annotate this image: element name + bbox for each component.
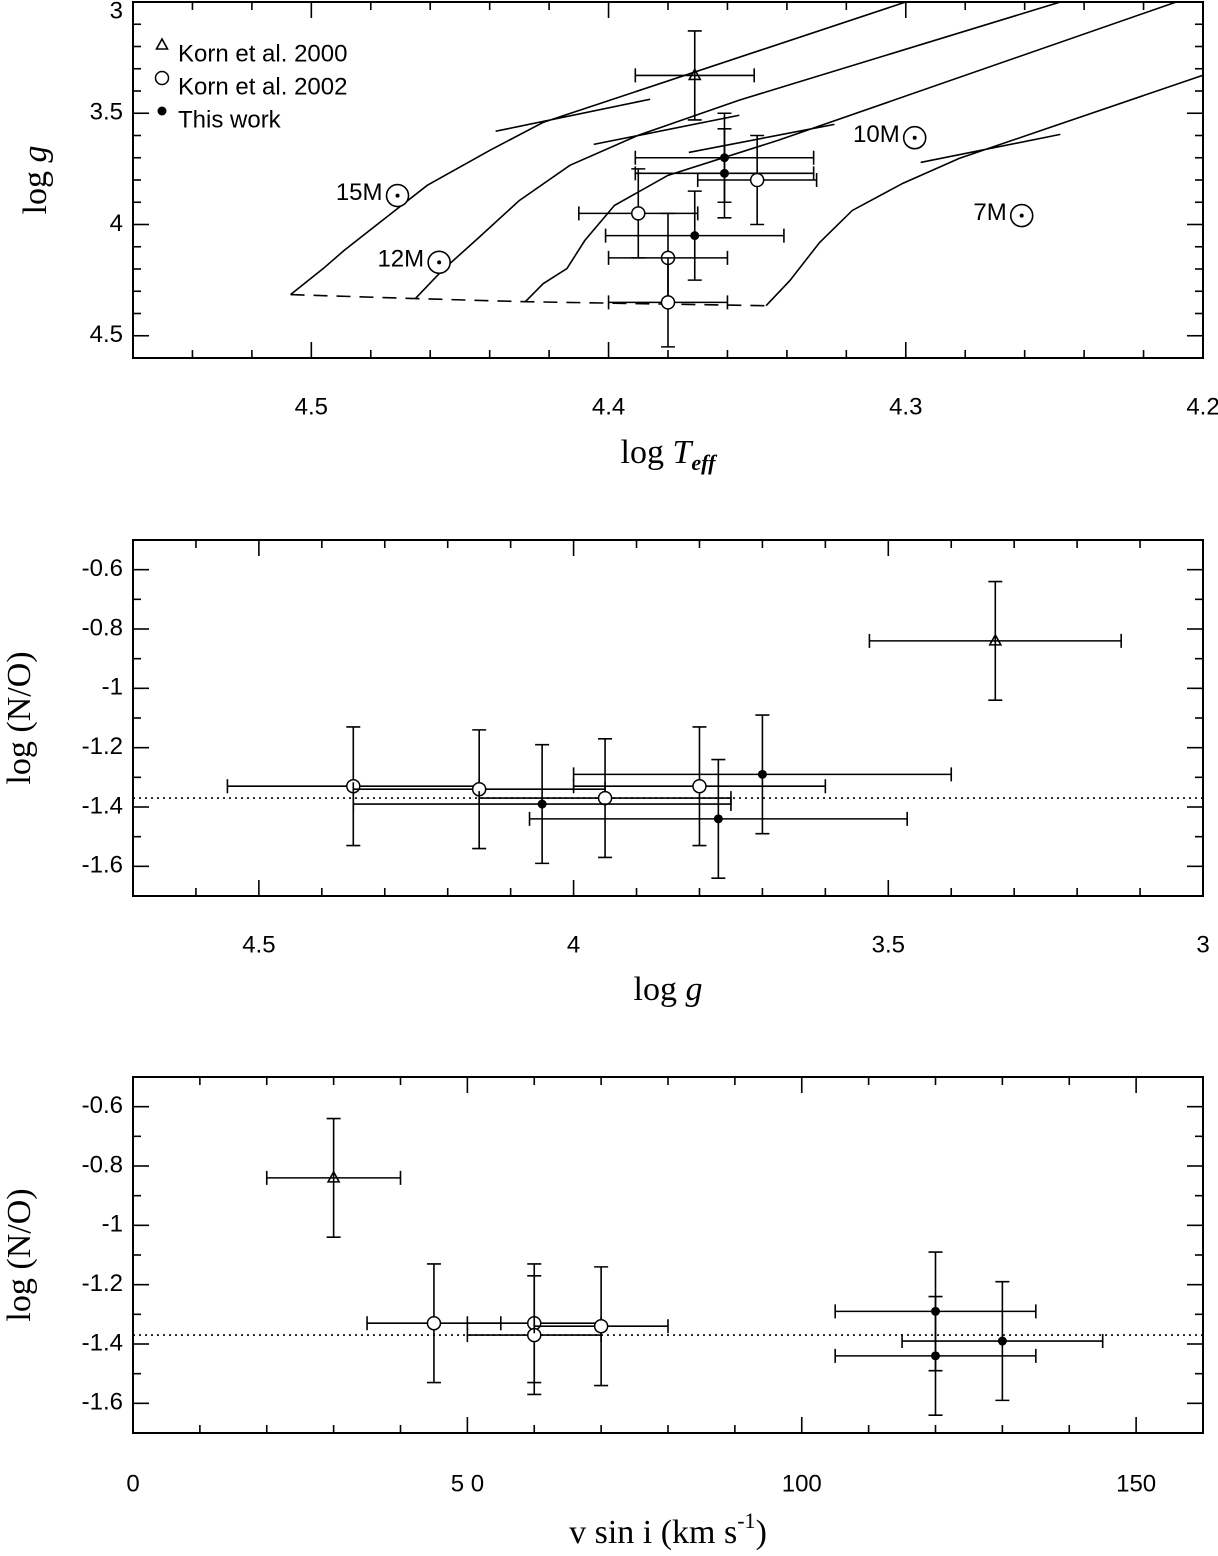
x-label-var: g bbox=[685, 971, 702, 1008]
y-tick-label: 3 bbox=[110, 0, 123, 24]
sun-dot bbox=[912, 135, 917, 140]
y-tick-label: 4 bbox=[110, 210, 123, 237]
y-tick-label: -1.2 bbox=[82, 733, 123, 760]
y-axis-label: log (N/O) bbox=[1, 651, 38, 784]
x-label-sub: eff bbox=[691, 450, 718, 475]
filled-circle-marker bbox=[537, 799, 547, 809]
legend-label: Korn et al. 2000 bbox=[178, 40, 347, 67]
open-circle-marker bbox=[593, 1318, 609, 1334]
sun-dot bbox=[1019, 213, 1024, 218]
track-line bbox=[414, 1, 1061, 300]
track-line bbox=[524, 1, 1177, 303]
y-axis-label: log (N/O) bbox=[1, 1188, 38, 1321]
triangle-marker bbox=[155, 37, 169, 50]
plot-frame bbox=[132, 1076, 1204, 1434]
filled-circle-marker bbox=[757, 769, 767, 779]
x-axis-label: v sin i (km s-1) bbox=[569, 1508, 767, 1551]
track-line bbox=[765, 74, 1204, 307]
filled-circle-marker bbox=[713, 814, 723, 824]
y-tick-label: -0.6 bbox=[82, 1092, 123, 1119]
track-label: 7M bbox=[973, 199, 1006, 226]
open-circle-marker bbox=[154, 70, 170, 86]
x-label-sup: -1 bbox=[737, 1508, 755, 1533]
plot-frame bbox=[132, 539, 1204, 897]
open-circle-marker bbox=[692, 778, 707, 794]
y-tick-label: -1.6 bbox=[82, 1389, 123, 1416]
sun-dot bbox=[395, 193, 400, 198]
x-tick-label: 4.5 bbox=[242, 931, 275, 958]
y-label-text: log bbox=[17, 163, 54, 215]
x-tick-label: 3 bbox=[1196, 931, 1209, 958]
filled-circle-marker bbox=[719, 168, 729, 178]
legend-label: This work bbox=[178, 106, 282, 133]
x-tick-label: 4.3 bbox=[889, 393, 922, 420]
track-label: 15M bbox=[336, 179, 383, 206]
x-tick-label: 0 bbox=[126, 1470, 139, 1497]
open-circle-marker bbox=[660, 295, 676, 310]
x-label-text: log bbox=[621, 434, 673, 471]
x-label-text: log bbox=[634, 971, 686, 1008]
y-tick-label: -1.4 bbox=[82, 792, 123, 819]
x-axis-label: log Teff bbox=[621, 434, 719, 475]
track-label: 12M bbox=[377, 246, 424, 273]
y-tick-label: 4.5 bbox=[90, 321, 123, 348]
y-tick-label: -1.2 bbox=[82, 1270, 123, 1297]
sun-dot bbox=[437, 260, 442, 265]
track-label: 10M bbox=[853, 121, 900, 148]
y-tick-label: -0.8 bbox=[82, 1151, 123, 1178]
filled-circle-marker bbox=[157, 106, 167, 116]
x-tick-label: 150 bbox=[1116, 1470, 1156, 1497]
x-label-var: T bbox=[673, 434, 694, 471]
y-tick-label: -0.8 bbox=[82, 614, 123, 641]
y-axis-label: log g bbox=[17, 146, 54, 215]
y-tick-label: 3.5 bbox=[90, 99, 123, 126]
legend-label: Korn et al. 2002 bbox=[178, 73, 347, 100]
y-tick-label: -1 bbox=[102, 674, 123, 701]
triangle-marker bbox=[988, 633, 1003, 646]
open-circle-marker bbox=[749, 172, 765, 188]
y-tick-label: -1 bbox=[102, 1211, 123, 1238]
y-error-bar bbox=[988, 580, 1003, 701]
x-tick-label: 5 0 bbox=[451, 1470, 484, 1497]
triangle-marker bbox=[326, 1170, 341, 1183]
open-circle-marker bbox=[631, 206, 646, 221]
open-circle-marker bbox=[597, 790, 613, 806]
filled-circle-marker bbox=[997, 1336, 1007, 1346]
x-tick-label: 100 bbox=[782, 1470, 822, 1497]
y-error-bar bbox=[687, 30, 702, 121]
x-axis-label: log g bbox=[634, 971, 703, 1008]
y-tick-label: -0.6 bbox=[82, 555, 123, 582]
x-label-text: v sin i (km s bbox=[569, 1514, 737, 1551]
x-label-end: ) bbox=[756, 1514, 767, 1551]
x-tick-label: 4.4 bbox=[592, 393, 625, 420]
x-tick-label: 4 bbox=[567, 931, 580, 958]
x-tick-label: 4.5 bbox=[295, 393, 328, 420]
y-error-bar bbox=[326, 1117, 341, 1238]
x-tick-label: 4.2 bbox=[1186, 393, 1218, 420]
filled-circle-marker bbox=[690, 231, 700, 241]
x-tick-label: 3.5 bbox=[872, 931, 905, 958]
y-tick-label: -1.4 bbox=[82, 1329, 123, 1356]
y-label-var: g bbox=[17, 146, 54, 163]
track-line bbox=[290, 293, 767, 307]
triangle-marker bbox=[687, 67, 702, 81]
filled-circle-marker bbox=[931, 1351, 940, 1361]
open-circle-marker bbox=[426, 1315, 442, 1331]
y-tick-label: -1.6 bbox=[82, 852, 123, 879]
